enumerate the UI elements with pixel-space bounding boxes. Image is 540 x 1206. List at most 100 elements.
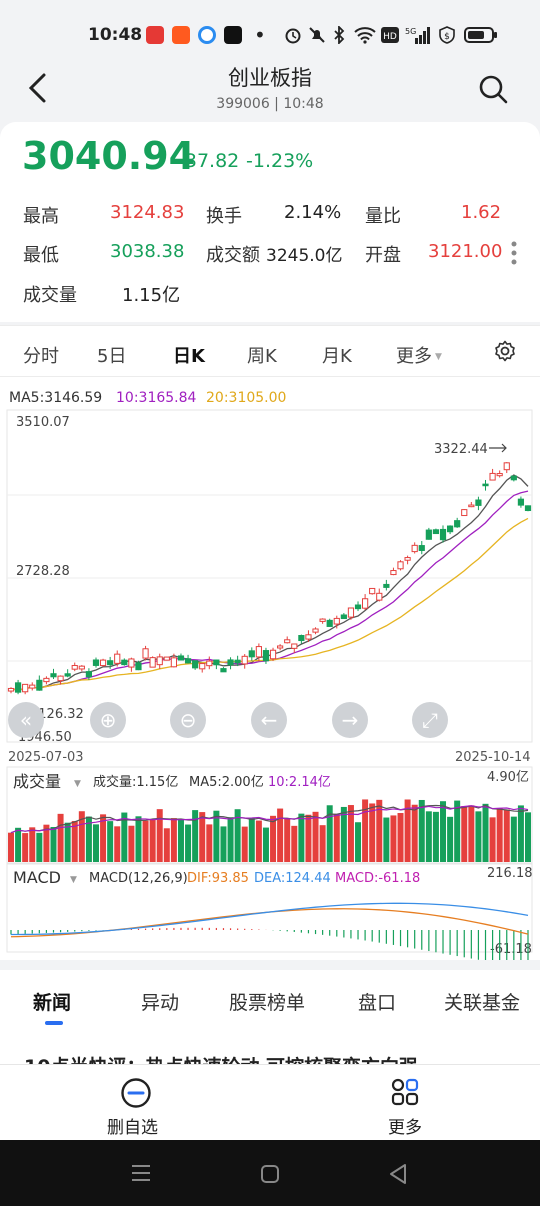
zoom-out-icon[interactable]: ⊖ [170,702,206,738]
candle-body [468,504,475,508]
volume-legend: 成交量:1.15亿 [93,774,178,790]
price-change: -37.82 [178,150,240,172]
header-bar: 创业板指 399006 | 10:48 [0,58,540,120]
stat-label: 成交额 [206,245,260,266]
tab-daily-k[interactable]: 日K [173,346,205,367]
candle-body [390,570,397,576]
tab-stock-rankings[interactable]: 股票榜单 [229,992,306,1014]
macd-dea-line [10,902,529,936]
volume-bar [404,799,411,862]
candle-body [510,475,517,481]
volume-bar [213,810,220,862]
volume-bar [8,832,14,862]
candle-body [206,660,213,667]
volume-indicator-label[interactable]: 成交量 [13,772,61,791]
candle-body [156,656,163,666]
candle-body [7,687,15,692]
chevron-down-icon: ▼ [435,352,442,362]
candle-body [135,662,142,671]
volume-bar [121,812,128,862]
candle-body [241,655,248,665]
volume-bars [8,799,531,862]
search-icon[interactable] [478,74,508,104]
app-notification-icon [172,26,190,44]
candle-body [482,483,489,487]
candle-body [22,683,29,693]
remove-watchlist-button[interactable]: 删自选 [96,1065,176,1141]
wifi-icon [354,27,376,44]
stat-label: 成交量 [23,285,77,306]
candle-body [326,619,333,627]
candle-body [517,498,525,506]
active-tab-indicator [45,1021,63,1025]
candle-body [71,665,78,670]
scroll-left-icon[interactable]: « [8,702,44,738]
volume-bar [185,824,192,862]
more-label: 更多 [388,1118,422,1138]
pan-left-icon[interactable]: ← [251,702,287,738]
stat-value-amount: 3245.0亿 [266,246,343,266]
volume-bar [92,824,99,862]
settings-gear-icon[interactable] [493,339,517,363]
more-stats-icon[interactable] [510,240,518,266]
tab-news[interactable]: 新闻 [33,992,72,1014]
candle-body [227,659,234,666]
volume-bar [114,826,121,862]
candle-body [404,557,411,561]
moving-average-lines [10,474,529,691]
update-time: 10:48 [283,96,324,112]
volume-bar [397,813,404,862]
tab-weekly-k[interactable]: 周K [247,346,277,367]
tab-order-book[interactable]: 盘口 [358,992,397,1014]
back-icon[interactable] [26,72,50,104]
tab-related-funds[interactable]: 关联基金 [444,992,521,1014]
stat-value-low: 3038.38 [110,241,185,262]
candle-body [170,657,177,668]
more-button[interactable]: 更多 [370,1065,440,1141]
tab-monthly-k[interactable]: 月K [322,346,352,367]
volume-bar [390,815,397,862]
fullscreen-icon[interactable]: ⤢ [412,702,448,738]
tab-more[interactable]: 更多 ▼ [396,342,442,368]
volume-bar [177,819,184,862]
candle-body [319,618,326,622]
macd-bottom-label: -61.18 [490,942,532,957]
macd-top-label: 216.18 [487,866,533,881]
kline-chart-svg[interactable]: MA5:3146.59 10:3165.84 20:3105.00 3510.0… [0,377,540,960]
zoom-in-icon[interactable]: ⊕ [90,702,126,738]
pan-right-icon[interactable]: → [332,702,368,738]
candle-body [383,583,390,588]
candle-body [192,660,199,669]
volume-bar [71,821,78,862]
volume-bar [475,811,482,862]
candle-body [475,499,482,506]
candle-body [298,635,305,642]
volume-bar [78,811,85,862]
high-marker-arrow-icon [489,443,507,453]
menu-icon[interactable] [131,1164,151,1182]
candle-body [262,650,270,662]
candle-body [163,656,170,661]
stat-label: 开盘 [365,245,401,266]
news-preview[interactable]: 10点半快评：热点快速轮动 可控核聚变方向强 [0,1032,540,1066]
candle-body [149,657,156,668]
tab-intraday[interactable]: 分时 [23,346,59,367]
volume-bar [383,817,390,862]
app-notification-icon [198,26,216,44]
macd-dif: DIF:93.85 [187,871,249,886]
volume-bar [199,812,206,862]
home-icon[interactable] [260,1164,280,1184]
macd-indicator-label[interactable]: MACD [13,868,61,887]
volume-bar [234,809,241,862]
candle-body [50,673,57,678]
tab-movements[interactable]: 异动 [141,992,180,1014]
candle-body [524,505,532,512]
current-price: 3040.94 [22,134,196,178]
candle-body [369,587,376,595]
stat-label: 最高 [23,206,59,227]
tab-5day[interactable]: 5日 [97,346,127,367]
candle-body [128,658,135,668]
news-tabs: 新闻 异动 股票榜单 盘口 关联基金 [0,970,540,1032]
back-triangle-icon[interactable] [388,1163,408,1185]
candle-body [92,659,100,666]
